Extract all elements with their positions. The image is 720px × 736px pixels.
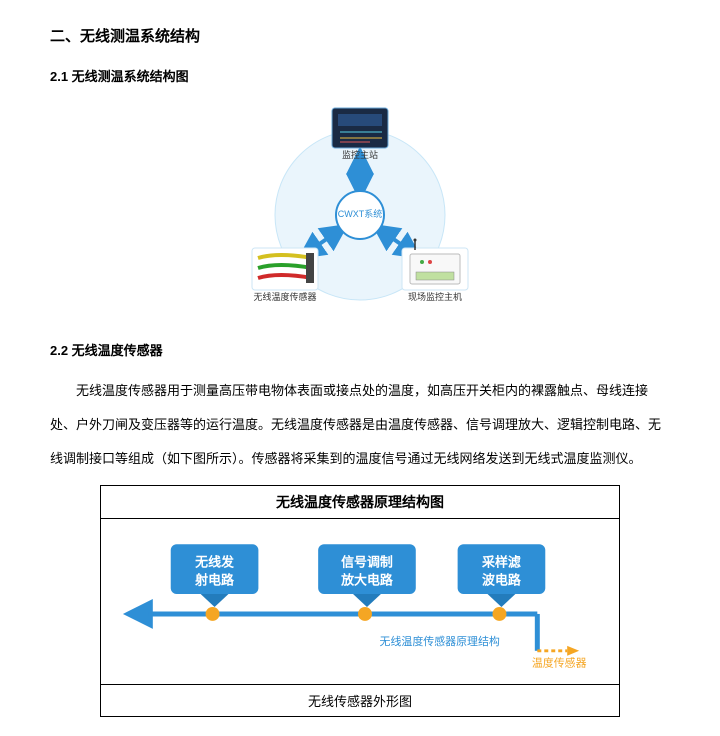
svg-text:射电路: 射电路 (194, 573, 235, 588)
block-wireless-tx: 无线发 射电路 (171, 545, 259, 608)
svg-text:放大电路: 放大电路 (340, 573, 394, 588)
svg-text:监控主站: 监控主站 (342, 149, 378, 160)
block-signal-amp: 信号调制 放大电路 (318, 545, 416, 608)
svg-text:现场监控主机: 现场监控主机 (408, 291, 462, 302)
fig2-caption: 无线传感器外形图 (101, 684, 619, 716)
svg-text:无线温度传感器: 无线温度传感器 (253, 291, 316, 302)
svg-text:信号调制: 信号调制 (341, 555, 393, 570)
subsection-heading-1: 2.1 无线测温系统结构图 (50, 66, 670, 85)
svg-text:无线发: 无线发 (195, 555, 234, 570)
label-temp-sensor: 温度传感器 (532, 656, 587, 670)
svg-text:采样滤: 采样滤 (481, 555, 521, 570)
section-heading: 二、无线测温系统结构 (50, 25, 670, 46)
subsection-heading-2: 2.2 无线温度传感器 (50, 340, 670, 359)
sensor-principle-figure: 无线温度传感器原理结构图 无线发 射电路 (100, 485, 620, 717)
node-left: 无线温度传感器 (252, 248, 318, 302)
node-right: 现场监控主机 (402, 239, 468, 303)
fig2-svg: 无线发 射电路 信号调制 放大电路 采样滤 波电路 无线温度传感器原理结构 温度… (101, 519, 619, 684)
center-label: CWXT系统 (338, 208, 383, 219)
system-structure-diagram: CWXT系统 监控主站 无线温度传感器 (50, 100, 670, 320)
block-sample-filter: 采样滤 波电路 (458, 545, 546, 608)
label-principle: 无线温度传感器原理结构 (380, 634, 500, 648)
diagram-svg: CWXT系统 监控主站 无线温度传感器 (210, 100, 510, 320)
svg-text:波电路: 波电路 (482, 573, 522, 588)
flow-arrowhead (123, 599, 153, 629)
fig2-title: 无线温度传感器原理结构图 (101, 486, 619, 519)
description-paragraph: 无线温度传感器用于测量高压带电物体表面或接点处的温度，如高压开关柜内的裸露触点、… (50, 374, 670, 475)
